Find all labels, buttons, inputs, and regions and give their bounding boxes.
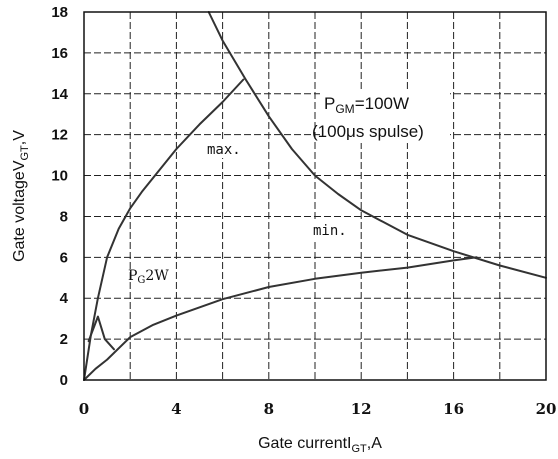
x-axis-title: Gate currentIGT,A: [258, 435, 382, 455]
series-line-pg2w: [87, 315, 115, 351]
y-tick-label: 2: [60, 331, 68, 348]
pgm-annotation-main: P: [324, 94, 335, 113]
x-tick-label: 8: [264, 400, 274, 418]
y-tick-label: 18: [51, 4, 68, 21]
y-tick-label: 14: [51, 86, 68, 103]
y-axis-title-tail: ,V: [11, 130, 28, 145]
y-axis-title: Gate voltageVGT,V: [11, 130, 31, 262]
y-tick-label: 4: [60, 290, 69, 307]
y-tick-label: 8: [60, 208, 68, 225]
x-tick-label: 20: [536, 400, 557, 418]
pg-annotation-main: P: [128, 268, 137, 284]
pgm-annotation-bg: [320, 91, 450, 143]
min-curve-label: min.: [313, 223, 347, 239]
pgm-annotation-rest: =100W: [355, 94, 409, 113]
x-axis-title-main: Gate currentI: [258, 435, 351, 452]
y-tick-label: 6: [60, 249, 68, 266]
x-tick-labels: 0 4 8 12 16 20: [79, 400, 557, 418]
pgm-annotation-sub: GM: [335, 102, 354, 116]
x-axis-title-sub: GT: [351, 443, 367, 455]
x-tick-label: 0: [79, 400, 89, 418]
y-axis-title-sub: GT: [19, 145, 31, 161]
plot-frame: [83, 11, 547, 381]
annotation-backgrounds: [205, 91, 450, 240]
x-tick-label: 4: [171, 400, 181, 418]
y-tick-label: 10: [51, 168, 68, 185]
x-tick-label: 16: [443, 400, 464, 418]
pulse-annotation: (100μs spulse): [312, 122, 424, 141]
pg-annotation-rest: 2W: [145, 268, 169, 284]
y-tick-label: 16: [51, 45, 68, 62]
x-axis-title-tail: ,A: [367, 435, 382, 452]
y-tick-label: 0: [60, 372, 68, 389]
max-curve-label: max.: [207, 142, 241, 158]
min-label-bg: [310, 222, 352, 240]
x-tick-label: 12: [351, 400, 372, 418]
series-line-min: [83, 256, 478, 381]
max-label-bg: [205, 140, 247, 158]
series-line-max: [83, 78, 245, 381]
pg-annotation: PG2W: [128, 268, 169, 286]
y-tick-labels: 0 2 4 6 8 10 12 14 16 18: [51, 4, 68, 389]
pgm-annotation: PGM=100W: [324, 94, 409, 116]
curve-series: [83, 11, 547, 381]
y-axis-title-main: Gate voltageV: [11, 160, 28, 262]
series-line-pgm-100w: [207, 11, 547, 279]
pg-annotation-sub: G: [137, 275, 145, 286]
y-tick-label: 12: [51, 127, 68, 144]
